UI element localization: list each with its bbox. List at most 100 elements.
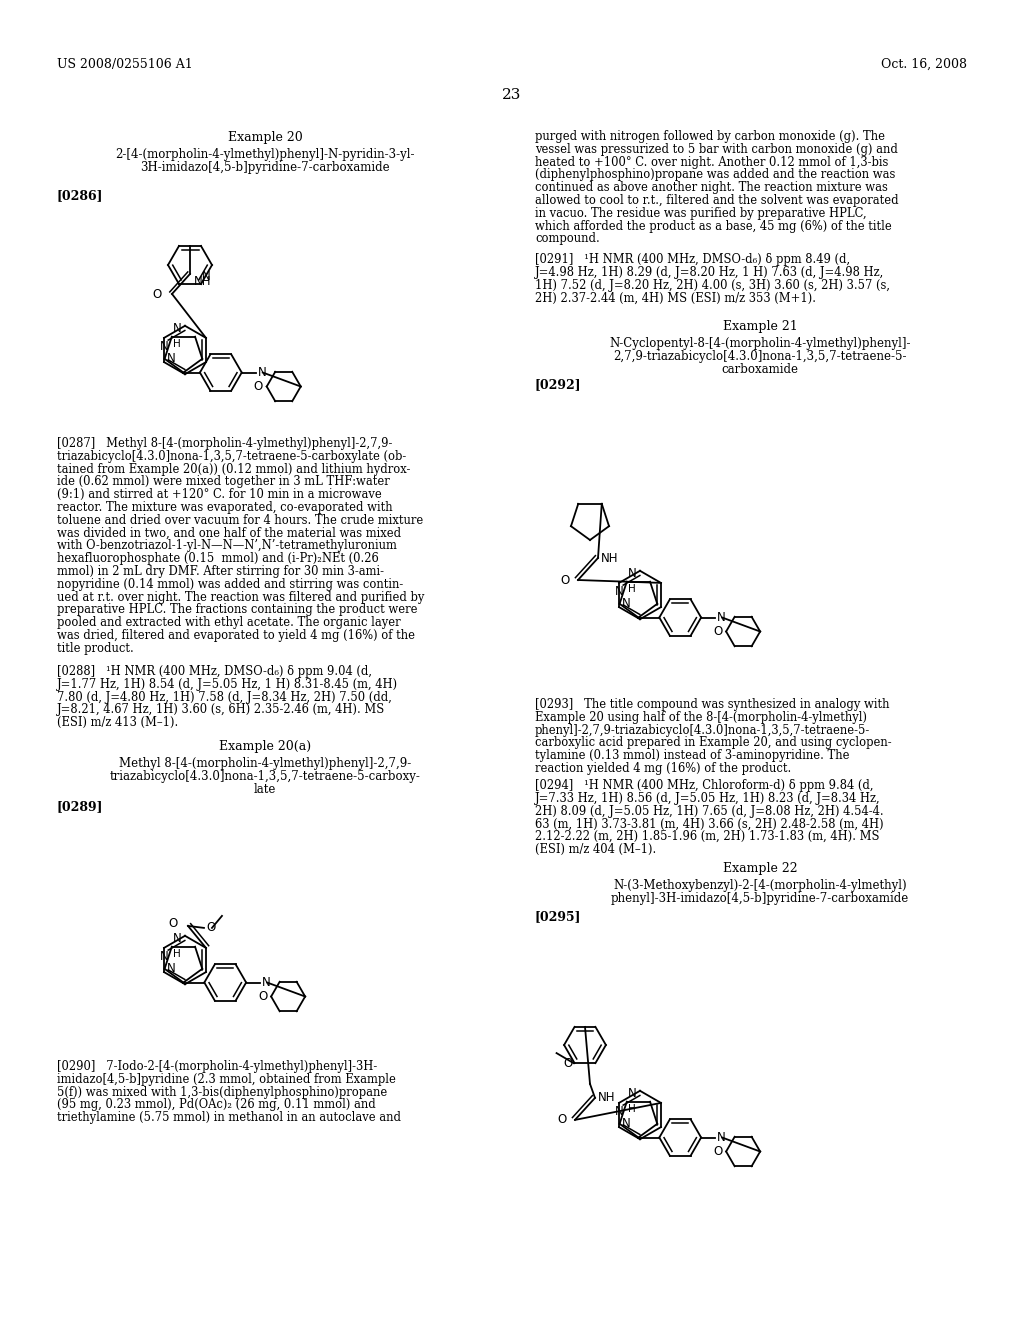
Text: O: O xyxy=(563,1056,572,1069)
Text: (9:1) and stirred at +120° C. for 10 min in a microwave: (9:1) and stirred at +120° C. for 10 min… xyxy=(57,488,382,502)
Text: O: O xyxy=(558,1113,567,1126)
Text: 2,7,9-triazabicyclo[4.3.0]nona-1,3,5,7-tetraene-5-: 2,7,9-triazabicyclo[4.3.0]nona-1,3,5,7-t… xyxy=(613,350,906,363)
Text: Example 21: Example 21 xyxy=(723,319,798,333)
Text: (95 mg, 0.23 mmol), Pd(OAc)₂ (26 mg, 0.11 mmol) and: (95 mg, 0.23 mmol), Pd(OAc)₂ (26 mg, 0.1… xyxy=(57,1098,376,1111)
Text: [0288]   ¹H NMR (400 MHz, DMSO-d₆) δ ppm 9.04 (d,: [0288] ¹H NMR (400 MHz, DMSO-d₆) δ ppm 9… xyxy=(57,665,372,678)
Text: 2.12-2.22 (m, 2H) 1.85-1.96 (m, 2H) 1.73-1.83 (m, 4H). MS: 2.12-2.22 (m, 2H) 1.85-1.96 (m, 2H) 1.73… xyxy=(535,830,880,843)
Text: vessel was pressurized to 5 bar with carbon monoxide (g) and: vessel was pressurized to 5 bar with car… xyxy=(535,143,898,156)
Text: NH: NH xyxy=(194,275,212,288)
Text: N: N xyxy=(258,366,266,379)
Text: N-(3-Methoxybenzyl)-2-[4-(morpholin-4-ylmethyl): N-(3-Methoxybenzyl)-2-[4-(morpholin-4-yl… xyxy=(613,879,907,892)
Text: phenyl]-3H-imidazo[4,5-b]pyridine-7-carboxamide: phenyl]-3H-imidazo[4,5-b]pyridine-7-carb… xyxy=(611,892,909,906)
Text: carboxamide: carboxamide xyxy=(722,363,799,376)
Text: [0289]: [0289] xyxy=(57,800,103,813)
Text: J=7.33 Hz, 1H) 8.56 (d, J=5.05 Hz, 1H) 8.23 (d, J=8.34 Hz,: J=7.33 Hz, 1H) 8.56 (d, J=5.05 Hz, 1H) 8… xyxy=(535,792,881,805)
Text: O: O xyxy=(713,624,722,638)
Text: N: N xyxy=(717,1131,726,1144)
Text: J=8.21, 4.67 Hz, 1H) 3.60 (s, 6H) 2.35-2.46 (m, 4H). MS: J=8.21, 4.67 Hz, 1H) 3.60 (s, 6H) 2.35-2… xyxy=(57,704,385,717)
Text: Example 20 using half of the 8-[4-(morpholin-4-ylmethyl): Example 20 using half of the 8-[4-(morph… xyxy=(535,710,867,723)
Text: triazabicyclo[4.3.0]nona-1,3,5,7-tetraene-5-carboxy-: triazabicyclo[4.3.0]nona-1,3,5,7-tetraen… xyxy=(110,770,421,783)
Text: mmol) in 2 mL dry DMF. After stirring for 30 min 3-ami-: mmol) in 2 mL dry DMF. After stirring fo… xyxy=(57,565,384,578)
Text: preparative HPLC. The fractions containing the product were: preparative HPLC. The fractions containi… xyxy=(57,603,418,616)
Text: N: N xyxy=(262,975,271,989)
Text: reactor. The mixture was evaporated, co-evaporated with: reactor. The mixture was evaporated, co-… xyxy=(57,502,392,513)
Text: with O-benzotriazol-1-yl-N—N—N’,N’-tetramethyluronium: with O-benzotriazol-1-yl-N—N—N’,N’-tetra… xyxy=(57,540,397,552)
Text: N-Cyclopentyl-8-[4-(morpholin-4-ylmethyl)phenyl]-: N-Cyclopentyl-8-[4-(morpholin-4-ylmethyl… xyxy=(609,337,910,350)
Text: phenyl]-2,7,9-triazabicyclo[4.3.0]nona-1,3,5,7-tetraene-5-: phenyl]-2,7,9-triazabicyclo[4.3.0]nona-1… xyxy=(535,723,870,737)
Text: carboxylic acid prepared in Example 20, and using cyclopen-: carboxylic acid prepared in Example 20, … xyxy=(535,737,892,750)
Text: tained from Example 20(a)) (0.12 mmol) and lithium hydrox-: tained from Example 20(a)) (0.12 mmol) a… xyxy=(57,462,411,475)
Text: hexafluorophosphate (0.15  mmol) and (i-Pr)₂NEt (0.26: hexafluorophosphate (0.15 mmol) and (i-P… xyxy=(57,552,379,565)
Text: O: O xyxy=(169,917,178,931)
Text: [0287]   Methyl 8-[4-(morpholin-4-ylmethyl)phenyl]-2,7,9-: [0287] Methyl 8-[4-(morpholin-4-ylmethyl… xyxy=(57,437,392,450)
Text: NH: NH xyxy=(601,552,618,565)
Text: Example 20(a): Example 20(a) xyxy=(219,741,311,752)
Text: triethylamine (5.75 mmol) in methanol in an autoclave and: triethylamine (5.75 mmol) in methanol in… xyxy=(57,1111,401,1125)
Text: ued at r.t. over night. The reaction was filtered and purified by: ued at r.t. over night. The reaction was… xyxy=(57,590,424,603)
Text: N: N xyxy=(717,611,726,624)
Text: N: N xyxy=(173,322,181,335)
Text: H: H xyxy=(173,949,180,958)
Text: O: O xyxy=(153,289,162,301)
Text: 2H) 8.09 (d, J=5.05 Hz, 1H) 7.65 (d, J=8.08 Hz, 2H) 4.54-4.: 2H) 8.09 (d, J=5.05 Hz, 1H) 7.65 (d, J=8… xyxy=(535,805,884,817)
Text: heated to +100° C. over night. Another 0.12 mmol of 1,3-bis: heated to +100° C. over night. Another 0… xyxy=(535,156,889,169)
Text: Example 20: Example 20 xyxy=(227,131,302,144)
Text: in vacuo. The residue was purified by preparative HPLC,: in vacuo. The residue was purified by pr… xyxy=(535,207,866,220)
Text: allowed to cool to r.t., filtered and the solvent was evaporated: allowed to cool to r.t., filtered and th… xyxy=(535,194,899,207)
Text: nopyridine (0.14 mmol) was added and stirring was contin-: nopyridine (0.14 mmol) was added and sti… xyxy=(57,578,403,591)
Text: N: N xyxy=(173,932,181,945)
Text: [0293]   The title compound was synthesized in analogy with: [0293] The title compound was synthesize… xyxy=(535,698,890,711)
Text: N: N xyxy=(167,962,175,975)
Text: late: late xyxy=(254,783,276,796)
Text: H: H xyxy=(173,339,180,348)
Text: [0286]: [0286] xyxy=(57,189,103,202)
Text: US 2008/0255106 A1: US 2008/0255106 A1 xyxy=(57,58,193,71)
Text: pooled and extracted with ethyl acetate. The organic layer: pooled and extracted with ethyl acetate.… xyxy=(57,616,400,630)
Text: title product.: title product. xyxy=(57,642,134,655)
Text: [0295]: [0295] xyxy=(535,909,582,923)
Text: [0292]: [0292] xyxy=(535,378,582,391)
Text: ide (0.62 mmol) were mixed together in 3 mL THF:water: ide (0.62 mmol) were mixed together in 3… xyxy=(57,475,390,488)
Text: N: N xyxy=(614,1105,624,1118)
Text: [0294]   ¹H NMR (400 MHz, Chloroform-d) δ ppm 9.84 (d,: [0294] ¹H NMR (400 MHz, Chloroform-d) δ … xyxy=(535,779,873,792)
Text: O: O xyxy=(254,380,263,393)
Text: N: N xyxy=(628,1086,637,1100)
Text: reaction yielded 4 mg (16%) of the product.: reaction yielded 4 mg (16%) of the produ… xyxy=(535,762,792,775)
Text: N: N xyxy=(167,352,175,366)
Text: 7.80 (d, J=4.80 Hz, 1H) 7.58 (d, J=8.34 Hz, 2H) 7.50 (dd,: 7.80 (d, J=4.80 Hz, 1H) 7.58 (d, J=8.34 … xyxy=(57,690,392,704)
Text: O: O xyxy=(206,921,215,935)
Text: N: N xyxy=(614,585,624,598)
Text: (ESI) m/z 413 (M–1).: (ESI) m/z 413 (M–1). xyxy=(57,717,178,729)
Text: compound.: compound. xyxy=(535,232,600,246)
Text: H: H xyxy=(628,1104,636,1114)
Text: continued as above another night. The reaction mixture was: continued as above another night. The re… xyxy=(535,181,888,194)
Text: H: H xyxy=(628,583,636,594)
Text: N: N xyxy=(160,339,168,352)
Text: Example 22: Example 22 xyxy=(723,862,798,875)
Text: O: O xyxy=(258,990,267,1003)
Text: toluene and dried over vacuum for 4 hours. The crude mixture: toluene and dried over vacuum for 4 hour… xyxy=(57,513,423,527)
Text: 2-[4-(morpholin-4-ylmethyl)phenyl]-N-pyridin-3-yl-: 2-[4-(morpholin-4-ylmethyl)phenyl]-N-pyr… xyxy=(116,148,415,161)
Text: J=1.77 Hz, 1H) 8.54 (d, J=5.05 Hz, 1 H) 8.31-8.45 (m, 4H): J=1.77 Hz, 1H) 8.54 (d, J=5.05 Hz, 1 H) … xyxy=(57,677,398,690)
Text: imidazo[4,5-b]pyridine (2.3 mmol, obtained from Example: imidazo[4,5-b]pyridine (2.3 mmol, obtain… xyxy=(57,1073,396,1086)
Text: which afforded the product as a base, 45 mg (6%) of the title: which afforded the product as a base, 45… xyxy=(535,219,892,232)
Text: N: N xyxy=(202,271,211,282)
Text: 23: 23 xyxy=(503,88,521,102)
Text: 1H) 7.52 (d, J=8.20 Hz, 2H) 4.00 (s, 3H) 3.60 (s, 2H) 3.57 (s,: 1H) 7.52 (d, J=8.20 Hz, 2H) 4.00 (s, 3H)… xyxy=(535,279,890,292)
Text: purged with nitrogen followed by carbon monoxide (g). The: purged with nitrogen followed by carbon … xyxy=(535,129,885,143)
Text: (ESI) m/z 404 (M–1).: (ESI) m/z 404 (M–1). xyxy=(535,843,656,855)
Text: Methyl 8-[4-(morpholin-4-ylmethyl)phenyl]-2,7,9-: Methyl 8-[4-(morpholin-4-ylmethyl)phenyl… xyxy=(119,756,411,770)
Text: tylamine (0.13 mmol) instead of 3-aminopyridine. The: tylamine (0.13 mmol) instead of 3-aminop… xyxy=(535,750,850,762)
Text: O: O xyxy=(561,574,570,587)
Text: Oct. 16, 2008: Oct. 16, 2008 xyxy=(881,58,967,71)
Text: triazabicyclo[4.3.0]nona-1,3,5,7-tetraene-5-carboxylate (ob-: triazabicyclo[4.3.0]nona-1,3,5,7-tetraen… xyxy=(57,450,407,463)
Text: was dried, filtered and evaporated to yield 4 mg (16%) of the: was dried, filtered and evaporated to yi… xyxy=(57,630,415,642)
Text: (diphenylphosphino)propane was added and the reaction was: (diphenylphosphino)propane was added and… xyxy=(535,169,895,181)
Text: 2H) 2.37-2.44 (m, 4H) MS (ESI) m/z 353 (M+1).: 2H) 2.37-2.44 (m, 4H) MS (ESI) m/z 353 (… xyxy=(535,292,816,305)
Text: J=4.98 Hz, 1H) 8.29 (d, J=8.20 Hz, 1 H) 7.63 (d, J=4.98 Hz,: J=4.98 Hz, 1H) 8.29 (d, J=8.20 Hz, 1 H) … xyxy=(535,265,885,279)
Text: 3H-imidazo[4,5-b]pyridine-7-carboxamide: 3H-imidazo[4,5-b]pyridine-7-carboxamide xyxy=(140,161,390,174)
Text: [0291]   ¹H NMR (400 MHz, DMSO-d₆) δ ppm 8.49 (d,: [0291] ¹H NMR (400 MHz, DMSO-d₆) δ ppm 8… xyxy=(535,253,850,267)
Text: O: O xyxy=(713,1144,722,1158)
Text: [0290]   7-Iodo-2-[4-(morpholin-4-ylmethyl)phenyl]-3H-: [0290] 7-Iodo-2-[4-(morpholin-4-ylmethyl… xyxy=(57,1060,377,1073)
Text: was divided in two, and one half of the material was mixed: was divided in two, and one half of the … xyxy=(57,527,401,540)
